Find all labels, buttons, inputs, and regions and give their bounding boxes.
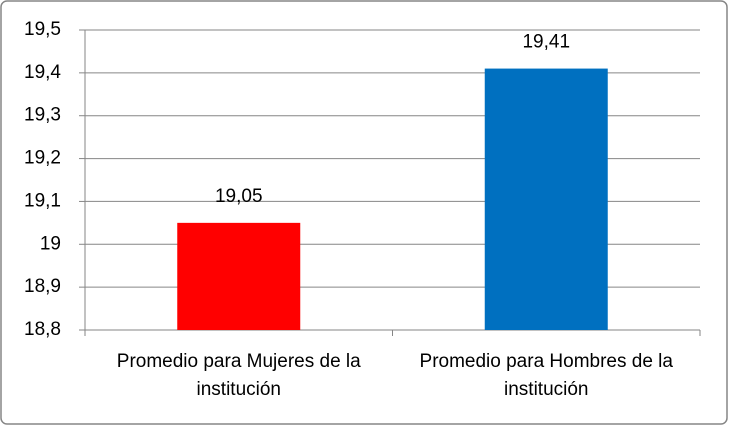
y-tick-label: 19,1	[24, 190, 61, 211]
y-tick-label: 19,4	[24, 62, 61, 83]
bar	[484, 68, 608, 331]
bar	[177, 222, 301, 330]
y-tick-label: 19	[40, 233, 61, 254]
y-tick-label: 18,9	[24, 276, 61, 297]
y-tick-label: 19,2	[24, 148, 61, 169]
value-label: 19,41	[522, 32, 570, 53]
value-label: 19,05	[215, 186, 263, 207]
y-tick-label: 19,3	[24, 105, 61, 126]
y-tick-label: 18,8	[24, 319, 61, 340]
x-tick-label: Promedio para Hombres de la institución	[419, 351, 673, 400]
x-tick-label: Promedio para Mujeres de la institución	[116, 351, 361, 400]
y-tick-label: 19,5	[24, 19, 61, 40]
